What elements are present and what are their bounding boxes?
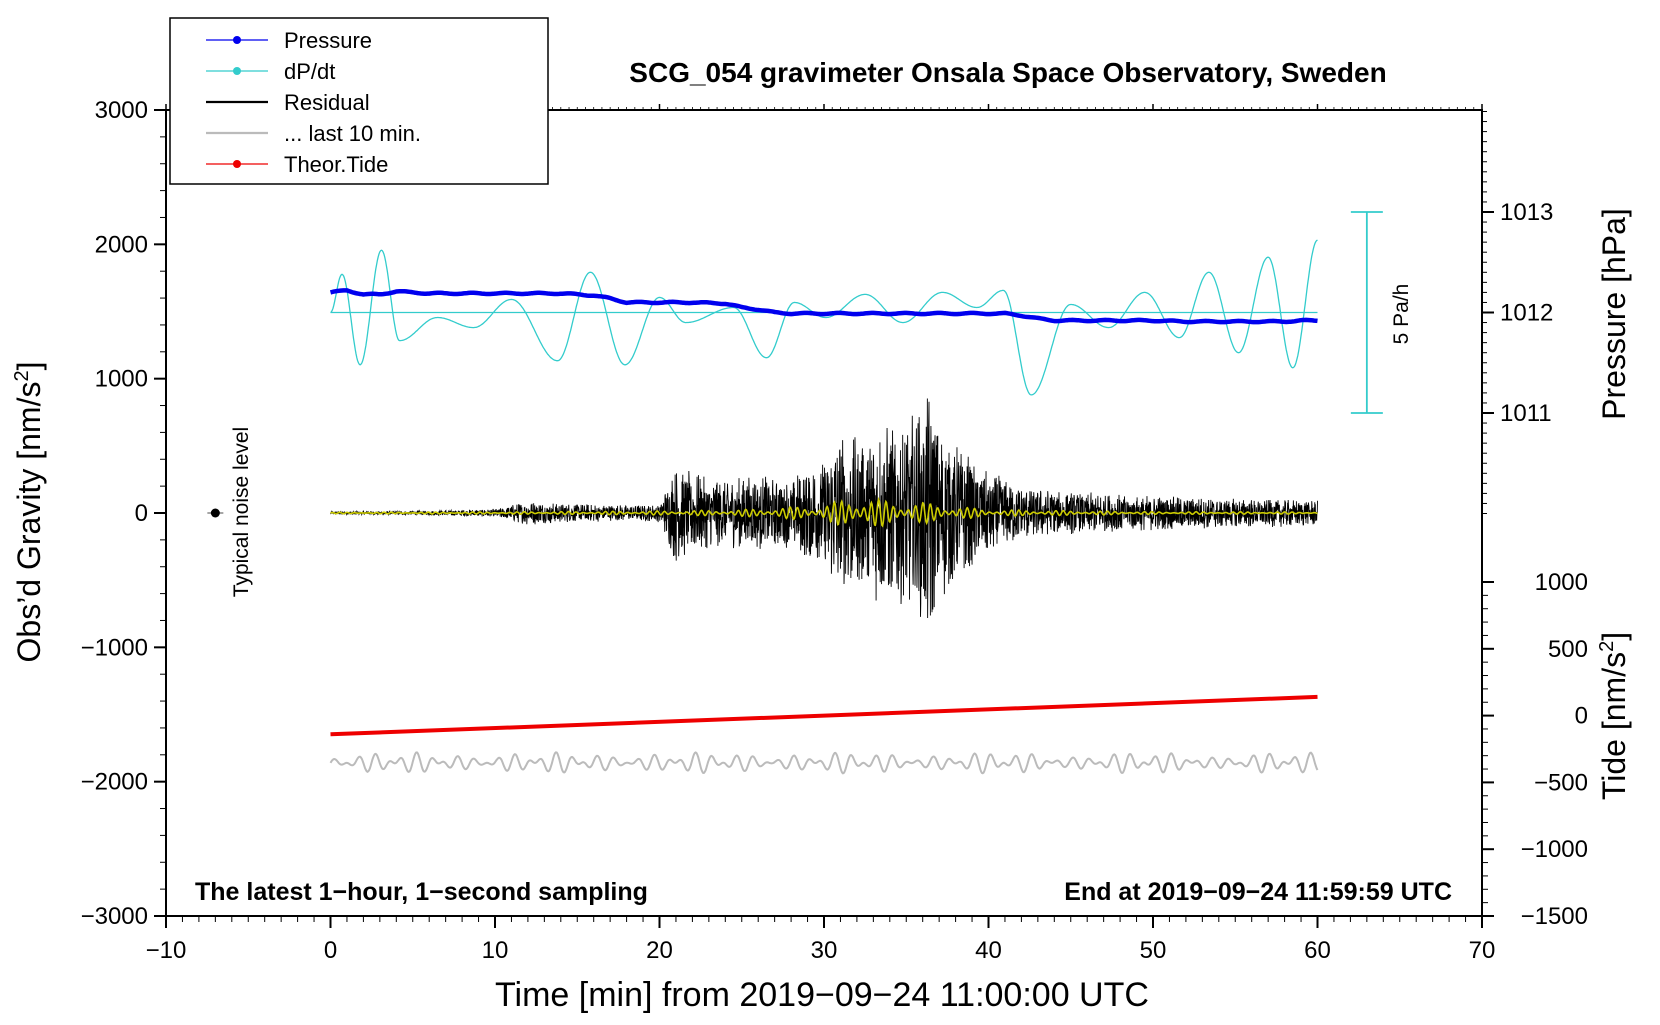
- x-axis-label: Time [min] from 2019−09−24 11:00:00 UTC: [495, 976, 1149, 1014]
- tide-tick-label: 500: [1548, 636, 1588, 663]
- y-axis-left-label-end: ]: [11, 362, 47, 371]
- tide-tick-label: −1000: [1521, 836, 1588, 863]
- legend-item: Pressure: [206, 28, 372, 53]
- legend-swatch-dot: [233, 160, 241, 168]
- residual-line: [330, 398, 1318, 619]
- annotation-end-time: End at 2019−09−24 11:59:59 UTC: [1064, 878, 1452, 906]
- x-tick-label: 50: [1140, 937, 1167, 964]
- legend-swatch-dot: [233, 67, 241, 75]
- legend-label: Residual: [284, 90, 370, 115]
- pressure-tick-label: 1012: [1500, 300, 1553, 327]
- noise-level-marker: [207, 508, 224, 518]
- annotation-scale-bar-label: 5 Pa/h: [1390, 284, 1413, 345]
- y-axis-tide: −1500 −1000 −500 0 500 1000: [1482, 569, 1588, 930]
- y-left-tick-label: 3000: [95, 97, 148, 124]
- x-tick-label: 30: [811, 937, 838, 964]
- last10-series: [329, 751, 1319, 775]
- y-axis-left: −3000 −2000 −1000 0 1000 2000 3000: [81, 97, 166, 930]
- legend-label: dP/dt: [284, 59, 335, 84]
- pressure-rate-scale-bar: [1350, 211, 1383, 414]
- residual-fit-series: [330, 496, 1318, 528]
- tide-line: [330, 694, 1318, 737]
- tide-tick-label: −1500: [1521, 903, 1588, 930]
- pressure-line: [329, 288, 1319, 325]
- legend-items: Pressure dP/dt Residual ... last 10 min. The…: [206, 28, 421, 177]
- y-axis-left-label-sup: 2: [11, 370, 33, 381]
- y-axis-pressure-label: Pressure [hPa]: [1596, 208, 1632, 420]
- tide-tick-label: −500: [1534, 769, 1588, 796]
- legend-item: ... last 10 min.: [206, 121, 421, 146]
- y-left-tick-label: −3000: [81, 903, 148, 930]
- legend-label: Theor.Tide: [284, 152, 388, 177]
- y-axis-pressure: 1011 1012 1013: [1482, 111, 1553, 514]
- x-tick-label: 0: [324, 937, 337, 964]
- x-tick-label: 40: [975, 937, 1002, 964]
- x-tick-label: −10: [146, 937, 187, 964]
- pressure-tick-label: 1011: [1500, 400, 1552, 427]
- y-axis-tide-label-sup: 2: [1596, 641, 1618, 652]
- y-axis-left-label: Obs’d Gravity [nm/s2]: [11, 362, 47, 663]
- residual-series: [330, 398, 1318, 619]
- residual-fit-line: [330, 496, 1318, 528]
- legend-label: Pressure: [284, 28, 372, 53]
- x-tick-label: 10: [482, 937, 509, 964]
- legend-swatch-dot: [233, 36, 241, 44]
- y-left-tick-label: 0: [135, 500, 148, 527]
- tide-series: [330, 694, 1318, 737]
- y-left-tick-label: −1000: [81, 634, 148, 661]
- legend-item: Residual: [206, 90, 370, 115]
- legend-item: Theor.Tide: [206, 152, 388, 177]
- dpdt-line: [330, 239, 1318, 396]
- y-axis-tide-label: Tide [nm/s2]: [1596, 632, 1632, 800]
- y-left-tick-label: 1000: [95, 366, 148, 393]
- pressure-series: [329, 288, 1319, 325]
- legend-item: dP/dt: [206, 59, 335, 84]
- y-left-tick-label: 2000: [95, 231, 148, 258]
- pressure-tick-label: 1013: [1500, 199, 1553, 226]
- y-axis-tide-label-end: ]: [1596, 632, 1632, 641]
- tide-tick-label: 0: [1575, 703, 1588, 730]
- y-left-tick-label: −2000: [81, 769, 148, 796]
- noise-dot: [210, 508, 220, 518]
- x-tick-label: 70: [1469, 937, 1496, 964]
- chart-title: SCG_054 gravimeter Onsala Space Observat…: [629, 57, 1386, 88]
- y-axis-left-label-main: Obs’d Gravity [nm/s: [11, 382, 47, 663]
- annotation-noise-label: Typical noise level: [230, 427, 253, 597]
- legend-label: ... last 10 min.: [284, 121, 421, 146]
- annotation-sampling: The latest 1−hour, 1−second sampling: [195, 878, 648, 906]
- x-tick-label: 20: [646, 937, 673, 964]
- legend: Pressure dP/dt Residual ... last 10 min. The…: [169, 17, 549, 185]
- tide-tick-label: 1000: [1535, 569, 1588, 596]
- last10-line: [329, 751, 1319, 775]
- x-tick-label: 60: [1304, 937, 1331, 964]
- y-axis-tide-label-main: Tide [nm/s: [1596, 652, 1632, 800]
